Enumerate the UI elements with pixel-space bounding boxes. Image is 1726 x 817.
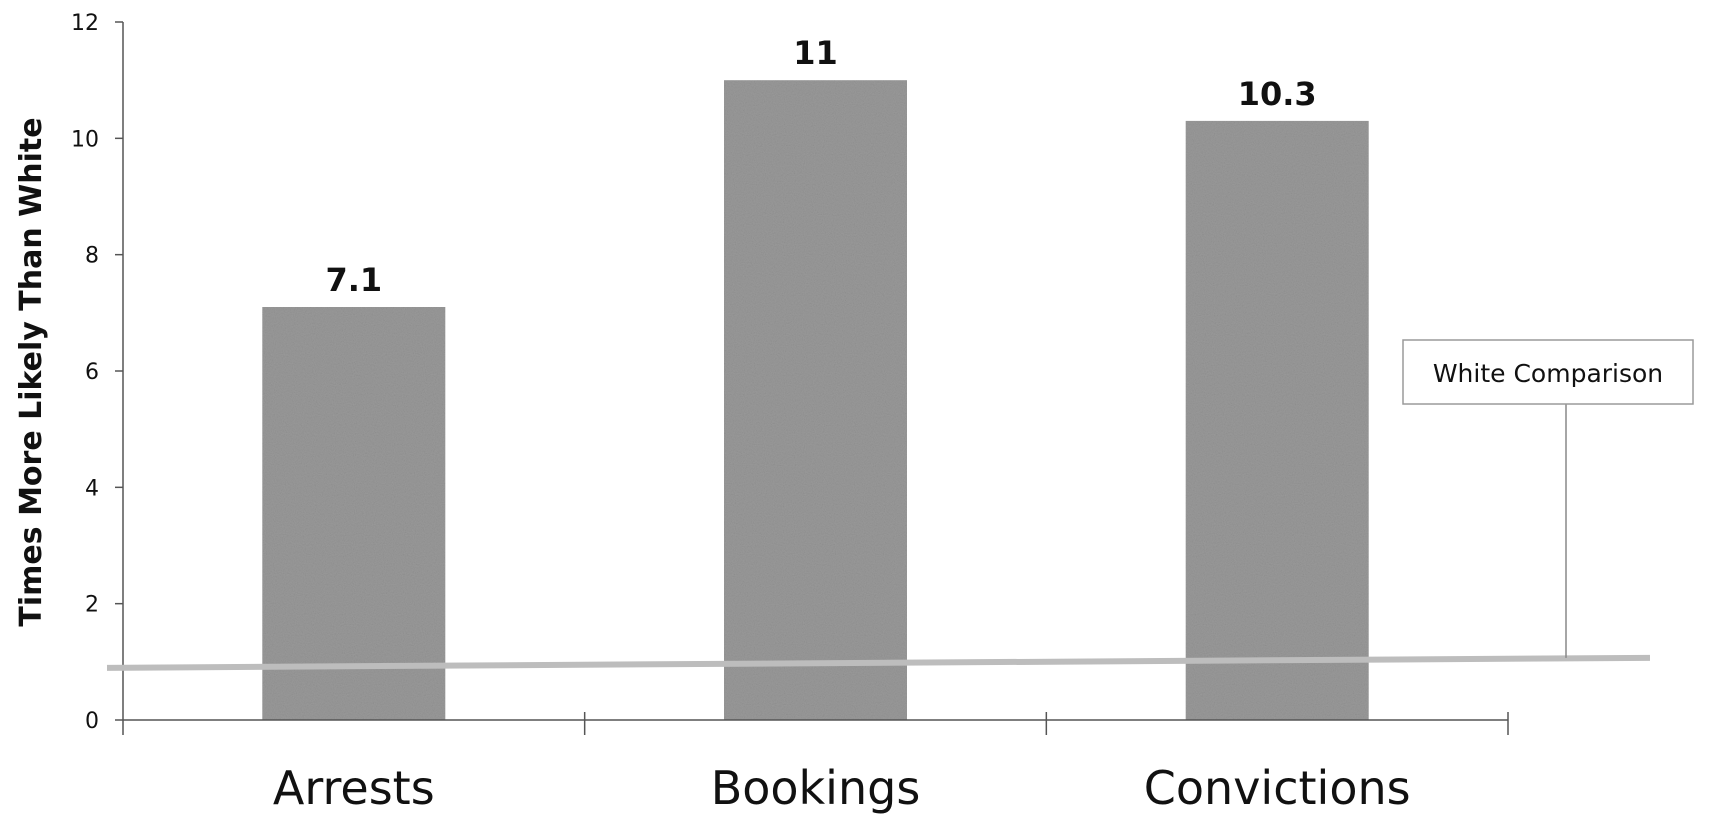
- y-tick-label: 6: [85, 360, 99, 385]
- y-tick-label: 8: [85, 244, 99, 269]
- category-label-convictions: Convictions: [1144, 761, 1411, 815]
- axis-layer: 0 2 4 6 8 10 12: [71, 11, 1509, 735]
- value-label-arrests: 7.1: [325, 261, 382, 299]
- y-tick-label: 0: [85, 709, 99, 734]
- callout-box: [1402, 339, 1694, 405]
- white-comparison-line: [106, 654, 1651, 671]
- y-tick-label: 2: [85, 593, 99, 618]
- category-label-bookings: Bookings: [711, 761, 921, 815]
- bar-bookings: [724, 80, 907, 720]
- category-label-arrests: Arrests: [273, 761, 435, 815]
- white-comparison-label: White Comparison: [1433, 359, 1663, 388]
- y-axis-label: Times More Likely Than White: [14, 117, 49, 626]
- bars-layer: [262, 80, 1369, 720]
- bar-arrests: [262, 307, 446, 720]
- value-label-bookings: 11: [793, 34, 838, 72]
- reference-layer: White Comparison: [106, 339, 1694, 671]
- label-layer: 7.1 Arrests 11 Bookings 10.3 Convictions: [273, 34, 1411, 815]
- y-tick-label: 10: [71, 127, 99, 152]
- y-tick-label: 4: [85, 476, 99, 501]
- bar-convictions: [1185, 120, 1369, 720]
- y-tick-label: 12: [71, 11, 99, 36]
- value-label-convictions: 10.3: [1238, 75, 1317, 113]
